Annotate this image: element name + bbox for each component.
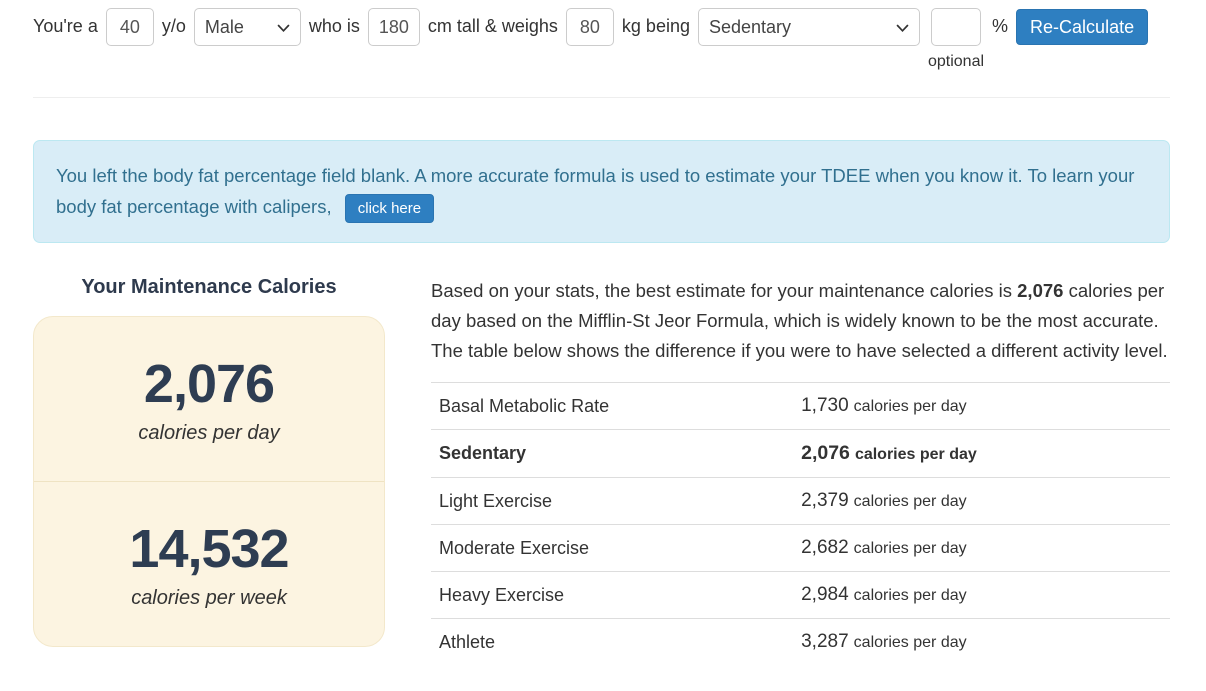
calculator-form: You're a y/o Male who is cm tall & weigh…	[33, 0, 1170, 71]
details-panel: Based on your stats, the best estimate f…	[431, 276, 1170, 665]
divider	[33, 97, 1170, 98]
activity-value: 2,984 calories per day	[793, 571, 1170, 619]
calories-per-day-label: calories per day	[138, 422, 280, 444]
calories-per-day-section: 2,076 calories per day	[34, 317, 384, 481]
activity-value: 3,287 calories per day	[793, 618, 1170, 665]
click-here-button[interactable]: click here	[344, 194, 435, 223]
activity-value: 2,682 calories per day	[793, 524, 1170, 572]
calories-per-week-section: 14,532 calories per week	[34, 481, 384, 646]
activity-label: Moderate Exercise	[431, 524, 794, 572]
who-is-label: who is	[308, 16, 360, 36]
optional-label: optional	[927, 53, 985, 70]
activity-label: Basal Metabolic Rate	[431, 382, 794, 430]
activity-label: Athlete	[431, 618, 794, 665]
summary-paragraph: Based on your stats, the best estimate f…	[431, 276, 1170, 366]
gender-select[interactable]: Male	[193, 8, 301, 46]
kg-being-label: kg being	[621, 16, 690, 36]
calories-per-week-value: 14,532	[129, 519, 289, 579]
youre-a-label: You're a	[33, 16, 98, 36]
activity-level-table: Basal Metabolic Rate 1,730 calories per …	[431, 382, 1170, 665]
maintenance-heading: Your Maintenance Calories	[81, 276, 337, 298]
yo-label: y/o	[161, 16, 186, 36]
maintenance-card: 2,076 calories per day 14,532 calories p…	[33, 316, 385, 647]
table-row: Heavy Exercise 2,984 calories per day	[431, 571, 1170, 619]
cm-tall-label: cm tall & weighs	[427, 16, 558, 36]
table-row: Basal Metabolic Rate 1,730 calories per …	[431, 382, 1170, 430]
activity-label: Light Exercise	[431, 477, 794, 525]
height-input[interactable]	[367, 8, 420, 46]
results-section: Your Maintenance Calories 2,076 calories…	[33, 276, 1170, 665]
table-row-selected: Sedentary 2,076 calories per day	[431, 429, 1170, 478]
maintenance-panel: Your Maintenance Calories 2,076 calories…	[33, 276, 385, 665]
activity-value: 2,076 calories per day	[793, 429, 1170, 478]
table-row: Athlete 3,287 calories per day	[431, 618, 1170, 665]
activity-select[interactable]: Sedentary	[697, 8, 920, 46]
bodyfat-info-alert: You left the body fat percentage field b…	[33, 140, 1170, 243]
age-input[interactable]	[105, 8, 154, 46]
weight-input[interactable]	[565, 8, 614, 46]
summary-bold-value: 2,076	[1017, 280, 1064, 301]
table-row: Light Exercise 2,379 calories per day	[431, 477, 1170, 525]
summary-before: Based on your stats, the best estimate f…	[431, 280, 1018, 301]
calories-per-week-label: calories per week	[131, 587, 287, 609]
table-row: Moderate Exercise 2,682 calories per day	[431, 524, 1170, 572]
percent-label: %	[992, 16, 1009, 36]
summary-after: calories per day based on the Mifflin-St…	[431, 280, 1168, 361]
bodyfat-input[interactable]	[931, 8, 981, 46]
activity-label: Sedentary	[431, 429, 794, 478]
recalculate-button[interactable]: Re-Calculate	[1016, 9, 1149, 45]
alert-text: You left the body fat percentage field b…	[56, 165, 1135, 217]
calories-per-day-value: 2,076	[143, 354, 275, 414]
activity-value: 1,730 calories per day	[793, 382, 1170, 430]
activity-label: Heavy Exercise	[431, 571, 794, 619]
page: You're a y/o Male who is cm tall & weigh…	[33, 0, 1170, 665]
activity-value: 2,379 calories per day	[793, 477, 1170, 525]
